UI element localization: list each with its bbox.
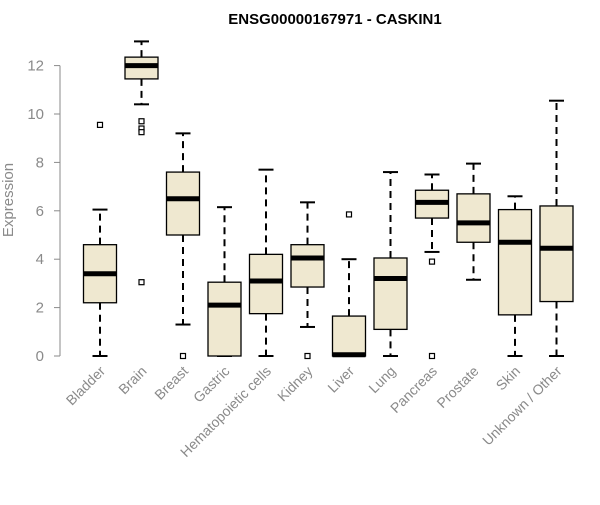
outlier-point bbox=[428, 352, 436, 360]
chart-title: ENSG00000167971 - CASKIN1 bbox=[228, 11, 441, 28]
outlier-point bbox=[304, 352, 311, 360]
y-tick-label: 12 bbox=[27, 58, 44, 75]
x-category-label: Breast bbox=[151, 363, 191, 403]
y-tick-label: 4 bbox=[36, 251, 44, 268]
outlier-point bbox=[138, 129, 145, 136]
box-gastric bbox=[207, 206, 242, 357]
outlier-point bbox=[428, 258, 436, 265]
y-tick-label: 8 bbox=[36, 154, 44, 171]
outlier-point bbox=[138, 279, 145, 286]
box-pancreas bbox=[414, 173, 450, 360]
x-category-label: Kidney bbox=[274, 363, 316, 405]
x-category-label: Prostate bbox=[433, 363, 481, 411]
iqr-box bbox=[497, 208, 533, 316]
outlier-point bbox=[96, 121, 104, 128]
x-category-label: Unknown / Other bbox=[479, 363, 565, 449]
outlier-point bbox=[179, 352, 187, 360]
box-bladder bbox=[82, 121, 118, 357]
y-tick-label: 6 bbox=[36, 203, 44, 220]
box-prostate bbox=[456, 162, 491, 281]
iqr-box bbox=[165, 171, 201, 236]
box-unknown-other bbox=[539, 99, 574, 357]
box-brain bbox=[124, 40, 159, 286]
iqr-box bbox=[248, 253, 284, 315]
box-skin bbox=[497, 195, 533, 357]
x-category-label: Liver bbox=[324, 363, 357, 396]
iqr-box bbox=[539, 205, 574, 303]
iqr-box bbox=[373, 257, 408, 331]
y-axis-label: Expression bbox=[0, 163, 17, 237]
box-breast bbox=[165, 132, 201, 360]
box-series bbox=[82, 40, 574, 360]
outlier-point bbox=[345, 211, 353, 218]
x-category-label: Brain bbox=[115, 363, 149, 397]
y-tick-label: 10 bbox=[27, 106, 44, 123]
box-liver bbox=[331, 211, 367, 358]
box-hematopoietic-cells bbox=[248, 168, 284, 357]
x-category-label: Lung bbox=[365, 363, 398, 396]
y-tick-label: 2 bbox=[36, 300, 44, 317]
x-category-label: Skin bbox=[493, 363, 524, 394]
x-category-label: Bladder bbox=[63, 363, 109, 409]
iqr-box bbox=[456, 193, 491, 243]
y-tick-label: 0 bbox=[36, 348, 44, 365]
iqr-box bbox=[207, 281, 242, 357]
box-kidney bbox=[290, 201, 325, 360]
box-lung bbox=[373, 171, 408, 357]
iqr-box bbox=[290, 244, 325, 288]
outlier-point bbox=[138, 118, 145, 125]
y-axis: 0 2 4 6 8 10 12 bbox=[27, 58, 61, 365]
iqr-box bbox=[331, 315, 367, 357]
